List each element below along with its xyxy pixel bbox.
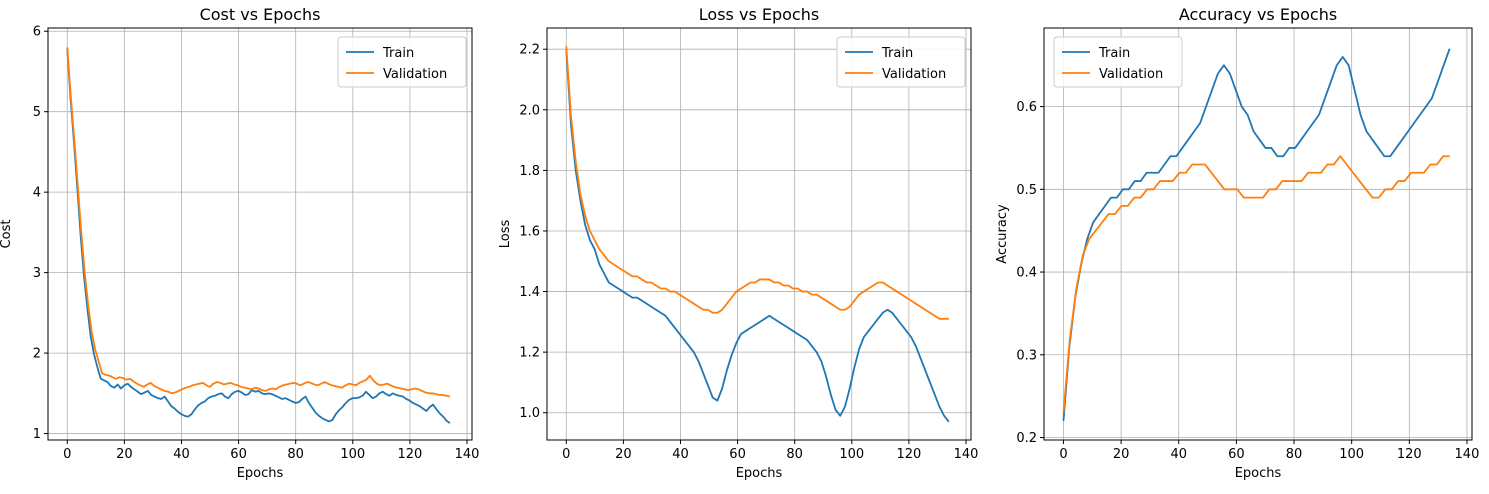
y-tick-label: 0.6 xyxy=(1016,100,1037,115)
x-tick-label: 140 xyxy=(455,447,480,462)
y-tick-label: 1.6 xyxy=(519,224,540,239)
y-tick-label: 1.8 xyxy=(519,164,540,179)
chart-title: Loss vs Epochs xyxy=(699,5,819,24)
y-tick-label: 1.4 xyxy=(519,285,540,300)
x-tick-label: 20 xyxy=(615,447,632,462)
legend-label-train: Train xyxy=(881,46,913,61)
x-tick-label: 20 xyxy=(116,447,133,462)
series-line-train xyxy=(565,49,950,423)
legend-label-validation: Validation xyxy=(383,67,447,82)
x-tick-label: 60 xyxy=(1228,447,1245,462)
chart-1: 0 20 40 60 80 100 120 140 1.0 1.2 1.4 1.6 1.8 2.0 2.2 L… xyxy=(498,5,978,481)
x-axis-label: Epochs xyxy=(736,466,783,481)
x-tick-label: 100 xyxy=(340,447,365,462)
legend-box xyxy=(836,36,966,88)
legend: Train Validation xyxy=(1053,36,1183,88)
y-tick-label: 2 xyxy=(33,347,41,362)
y-tick-label: 0.3 xyxy=(1016,348,1037,363)
plot-frame xyxy=(1043,27,1473,441)
x-tick-label: 120 xyxy=(896,447,921,462)
x-tick-label: 40 xyxy=(173,447,190,462)
x-tick-label: 120 xyxy=(1397,447,1422,462)
y-tick-label: 0.2 xyxy=(1016,431,1037,446)
x-tick-label: 120 xyxy=(397,447,422,462)
x-tick-label: 80 xyxy=(287,447,304,462)
x-tick-label: 80 xyxy=(1286,447,1303,462)
x-tick-label: 20 xyxy=(1113,447,1130,462)
y-tick-label: 1.0 xyxy=(519,406,540,421)
x-tick-label: 40 xyxy=(1170,447,1187,462)
x-tick-label: 40 xyxy=(672,447,689,462)
y-tick-label: 5 xyxy=(33,105,41,120)
x-tick-label: 60 xyxy=(729,447,746,462)
legend-label-validation: Validation xyxy=(1099,67,1163,82)
y-tick-label: 1 xyxy=(33,427,41,442)
y-axis-label: Accuracy xyxy=(995,204,1010,264)
legend-label-validation: Validation xyxy=(882,67,946,82)
y-axis-label: Loss xyxy=(498,220,513,249)
y-tick-label: 1.2 xyxy=(519,346,540,361)
x-tick-label: 0 xyxy=(63,447,71,462)
chart-title: Accuracy vs Epochs xyxy=(1179,5,1337,24)
x-tick-label: 0 xyxy=(1059,447,1067,462)
series-line-train xyxy=(66,48,451,424)
plot-frame xyxy=(546,27,972,441)
chart-2: 0 20 40 60 80 100 120 140 0.2 0.3 0.4 0.5 0.6 Accurac… xyxy=(995,5,1479,481)
y-tick-label: 0.4 xyxy=(1016,266,1037,281)
series-line-train xyxy=(1062,48,1451,422)
series-line-validation xyxy=(1062,155,1450,413)
x-tick-label: 0 xyxy=(562,447,570,462)
legend-label-train: Train xyxy=(382,46,414,61)
y-tick-label: 2.0 xyxy=(519,103,540,118)
legend-box xyxy=(337,36,467,88)
x-axis-label: Epochs xyxy=(1235,466,1282,481)
x-tick-label: 80 xyxy=(786,447,803,462)
series-line-validation xyxy=(66,47,451,398)
chart-title: Cost vs Epochs xyxy=(200,5,321,24)
y-tick-label: 6 xyxy=(33,25,41,40)
x-axis-label: Epochs xyxy=(237,466,284,481)
x-tick-label: 60 xyxy=(230,447,247,462)
series-line-validation xyxy=(565,46,949,320)
y-tick-label: 3 xyxy=(33,266,41,281)
y-tick-label: 4 xyxy=(33,186,41,201)
y-tick-label: 2.2 xyxy=(519,43,540,58)
y-axis-label: Cost xyxy=(0,220,14,249)
legend-box xyxy=(1053,36,1183,88)
chart-0: 0 20 40 60 80 100 120 140 1 2 3 4 5 6 Cost vs Epochs Ep… xyxy=(0,5,479,481)
x-tick-label: 140 xyxy=(954,447,979,462)
x-tick-label: 140 xyxy=(1455,447,1480,462)
x-tick-label: 100 xyxy=(1339,447,1364,462)
legend: Train Validation xyxy=(337,36,467,88)
y-tick-label: 0.5 xyxy=(1016,183,1037,198)
plot-frame xyxy=(47,27,473,441)
x-tick-label: 100 xyxy=(839,447,864,462)
legend: Train Validation xyxy=(836,36,966,88)
legend-label-train: Train xyxy=(1098,46,1130,61)
